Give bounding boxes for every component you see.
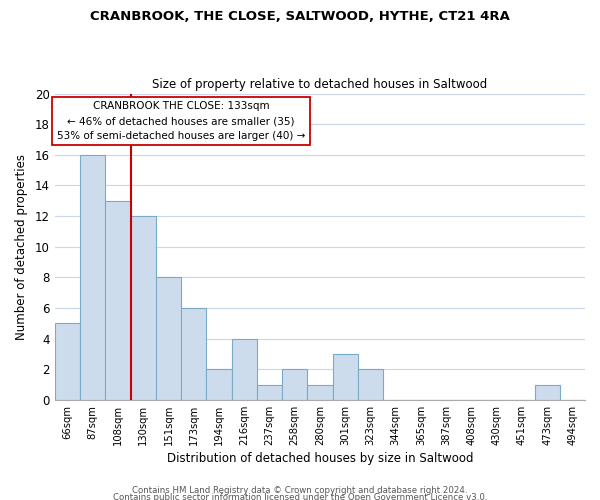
Bar — [307, 384, 332, 400]
Bar — [282, 369, 307, 400]
Bar — [358, 369, 383, 400]
Bar — [257, 384, 282, 400]
Text: CRANBROOK, THE CLOSE, SALTWOOD, HYTHE, CT21 4RA: CRANBROOK, THE CLOSE, SALTWOOD, HYTHE, C… — [90, 10, 510, 23]
Bar — [55, 324, 80, 400]
Bar — [206, 369, 232, 400]
Bar — [80, 155, 106, 400]
Text: Contains HM Land Registry data © Crown copyright and database right 2024.: Contains HM Land Registry data © Crown c… — [132, 486, 468, 495]
Y-axis label: Number of detached properties: Number of detached properties — [15, 154, 28, 340]
Bar — [181, 308, 206, 400]
X-axis label: Distribution of detached houses by size in Saltwood: Distribution of detached houses by size … — [167, 452, 473, 465]
Bar — [156, 278, 181, 400]
Bar — [535, 384, 560, 400]
Bar — [131, 216, 156, 400]
Bar — [232, 338, 257, 400]
Title: Size of property relative to detached houses in Saltwood: Size of property relative to detached ho… — [152, 78, 488, 91]
Text: Contains public sector information licensed under the Open Government Licence v3: Contains public sector information licen… — [113, 494, 487, 500]
Text: CRANBROOK THE CLOSE: 133sqm
← 46% of detached houses are smaller (35)
53% of sem: CRANBROOK THE CLOSE: 133sqm ← 46% of det… — [57, 101, 305, 141]
Bar — [332, 354, 358, 400]
Bar — [106, 200, 131, 400]
